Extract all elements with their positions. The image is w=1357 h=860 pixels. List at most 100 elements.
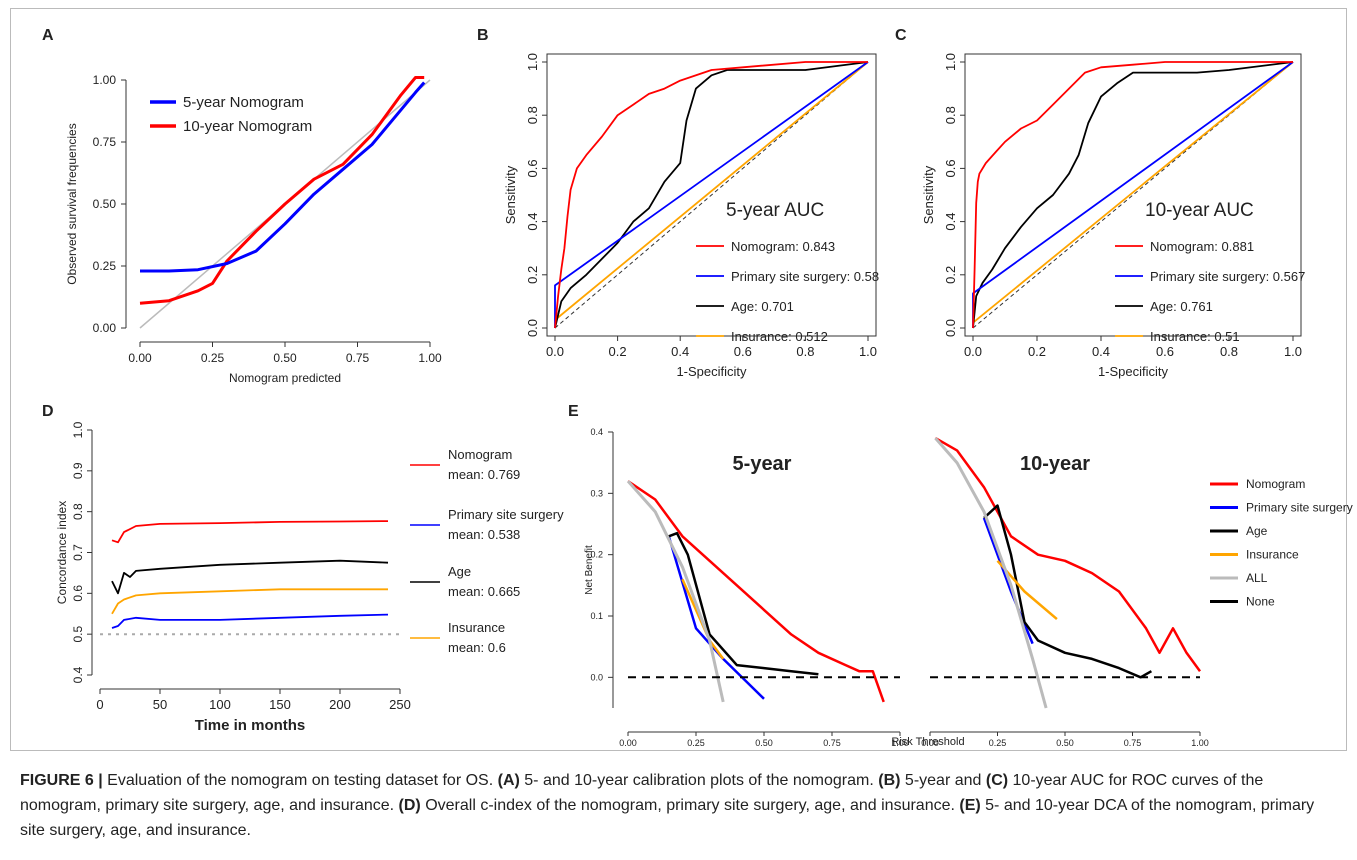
- d-series-primary-site-surgery: [111, 613, 389, 629]
- d-y-tick-label: 0.6: [71, 585, 85, 602]
- figure-canvas: A0.00 0.25 0.50 0.75 1.000.000.250.500.751.0…: [42, 27, 1353, 748]
- d-legend-mean: mean: 0.538: [448, 527, 520, 542]
- c-legend-title: 10-year AUC: [1145, 200, 1254, 221]
- e-10-year-series-age: [983, 504, 1153, 679]
- b-series-primary-site-surgery: [554, 61, 869, 328]
- caption-text-6: 5- and 10-year DCA of the nomogram, prim…: [20, 797, 1315, 839]
- e-10-year-series-all: [934, 437, 1048, 709]
- b-legend-label: Nomogram: 0.843: [731, 239, 835, 254]
- a-y-tick-label: 0.25: [93, 259, 117, 273]
- c-y-tick-label: 1.0: [943, 53, 958, 71]
- caption-ref-a: (A): [497, 772, 520, 789]
- figure-frame: [10, 8, 1347, 751]
- caption-ref-e: (E): [959, 797, 981, 814]
- e-5-year-x-tick-label: 1.00: [891, 738, 909, 748]
- e-10-year-x-tick-label: 0.25: [989, 738, 1007, 748]
- b-x-tick-label: 0.2: [609, 344, 627, 359]
- d-x-tick-label: 0: [96, 697, 103, 712]
- c-y-label: Sensitivity: [921, 165, 936, 224]
- e-5-year-title: 5-year: [733, 453, 792, 475]
- b-legend-label: Primary site surgery: 0.58: [731, 269, 879, 284]
- a-y-label: Observed survival frequencies: [65, 123, 79, 284]
- b-series-insurance: [554, 61, 869, 321]
- b-y-label: Sensitivity: [503, 165, 518, 224]
- b-y-tick-label: 0.6: [525, 159, 540, 177]
- e-10-year-x-tick-label: 0.50: [1056, 738, 1074, 748]
- caption-ref-d: (D): [398, 797, 421, 814]
- b-y-tick-label: 0.4: [525, 213, 540, 231]
- e-y-tick-label: 0.2: [590, 550, 603, 560]
- c-series-nomogram: [972, 61, 1293, 329]
- d-y-tick-label: 0.4: [71, 666, 85, 683]
- e-5-year-series-all: [626, 480, 725, 703]
- c-x-tick-label: 0.2: [1028, 344, 1046, 359]
- d-y-tick-label: 0.5: [71, 626, 85, 643]
- d-y-tick-label: 1.0: [71, 421, 85, 438]
- c-legend-label: Nomogram: 0.881: [1150, 239, 1254, 254]
- caption-text-2: 5- and 10-year calibration plots of the …: [519, 772, 879, 789]
- c-y-tick-label: 0.6: [943, 159, 958, 177]
- e-10-year-series-primary-site-surgery: [982, 517, 1034, 645]
- d-x-label: Time in months: [195, 717, 306, 734]
- c-y-tick-label: 0.4: [943, 213, 958, 231]
- panel-label-c: C: [895, 27, 907, 44]
- c-y-tick-label: 0.0: [943, 319, 958, 337]
- d-legend-mean: mean: 0.665: [448, 584, 520, 599]
- c-legend-label: Age: 0.761: [1150, 299, 1213, 314]
- b-y-tick-label: 0.2: [525, 266, 540, 284]
- a-legend-label: 10-year Nomogram: [183, 118, 312, 135]
- c-legend-label: Insurance: 0.51: [1150, 329, 1240, 344]
- c-series-age: [972, 61, 1294, 329]
- a-series-10-year-nomogram: [139, 76, 425, 305]
- d-x-tick-label: 200: [329, 697, 351, 712]
- panel-label-b: B: [477, 27, 489, 44]
- caption-text-3: 5-year and: [900, 772, 986, 789]
- d-y-tick-label: 0.9: [71, 462, 85, 479]
- panel-label-a: A: [42, 27, 54, 44]
- b-legend-label: Insurance: 0.512: [731, 329, 828, 344]
- a-y-tick-label: 1.00: [93, 73, 117, 87]
- d-series-nomogram: [111, 520, 389, 544]
- a-legend-label: 5-year Nomogram: [183, 94, 304, 111]
- e-legend-label: Age: [1246, 524, 1268, 538]
- b-y-tick-label: 0.8: [525, 106, 540, 124]
- e-y-tick-label: 0.4: [590, 427, 603, 437]
- e-10-year-title: 10-year: [1020, 453, 1090, 475]
- panel-label-e: E: [568, 403, 579, 420]
- caption-fig-label: FIGURE 6 |: [20, 772, 103, 789]
- b-legend-title: 5-year AUC: [726, 200, 824, 221]
- b-x-tick-label: 0.6: [734, 344, 752, 359]
- b-series-nomogram: [554, 61, 868, 329]
- caption-text-1: Evaluation of the nomogram on testing da…: [102, 772, 498, 789]
- b-x-tick-label: 0.8: [796, 344, 814, 359]
- d-legend-mean: mean: 0.769: [448, 467, 520, 482]
- b-reference-diagonal: [554, 61, 869, 329]
- b-x-tick-label: 1.0: [859, 344, 877, 359]
- d-x-tick-label: 50: [153, 697, 167, 712]
- panel-label-d: D: [42, 403, 54, 420]
- e-legend-label: ALL: [1246, 571, 1268, 585]
- a-y-tick-label: 0.50: [93, 197, 117, 211]
- e-5-year-series-age: [668, 531, 819, 676]
- c-x-tick-label: 1.0: [1284, 344, 1302, 359]
- e-legend-label: Nomogram: [1246, 477, 1305, 491]
- d-x-tick-label: 150: [269, 697, 291, 712]
- d-x-tick-label: 250: [389, 697, 411, 712]
- b-x-tick-label: 0.0: [546, 344, 564, 359]
- caption-ref-b: (B): [878, 772, 901, 789]
- b-x-tick-label: 0.4: [671, 344, 689, 359]
- c-x-tick-label: 0.4: [1092, 344, 1110, 359]
- c-x-tick-label: 0.6: [1156, 344, 1174, 359]
- a-x-tick-label: 0.25: [201, 351, 225, 365]
- a-series-5-year-nomogram: [140, 81, 426, 273]
- d-y-tick-label: 0.7: [71, 544, 85, 561]
- c-series-insurance: [972, 61, 1294, 324]
- b-y-tick-label: 1.0: [525, 53, 540, 71]
- e-5-year-series-nomogram: [627, 480, 885, 703]
- e-y-tick-label: 0.0: [590, 672, 603, 682]
- a-x-tick-label: 0.75: [346, 351, 370, 365]
- b-legend-label: Age: 0.701: [731, 299, 794, 314]
- e-legend-label: Primary site surgery: [1246, 501, 1353, 515]
- a-x-label: Nomogram predicted: [229, 371, 341, 385]
- d-series-age: [111, 559, 389, 595]
